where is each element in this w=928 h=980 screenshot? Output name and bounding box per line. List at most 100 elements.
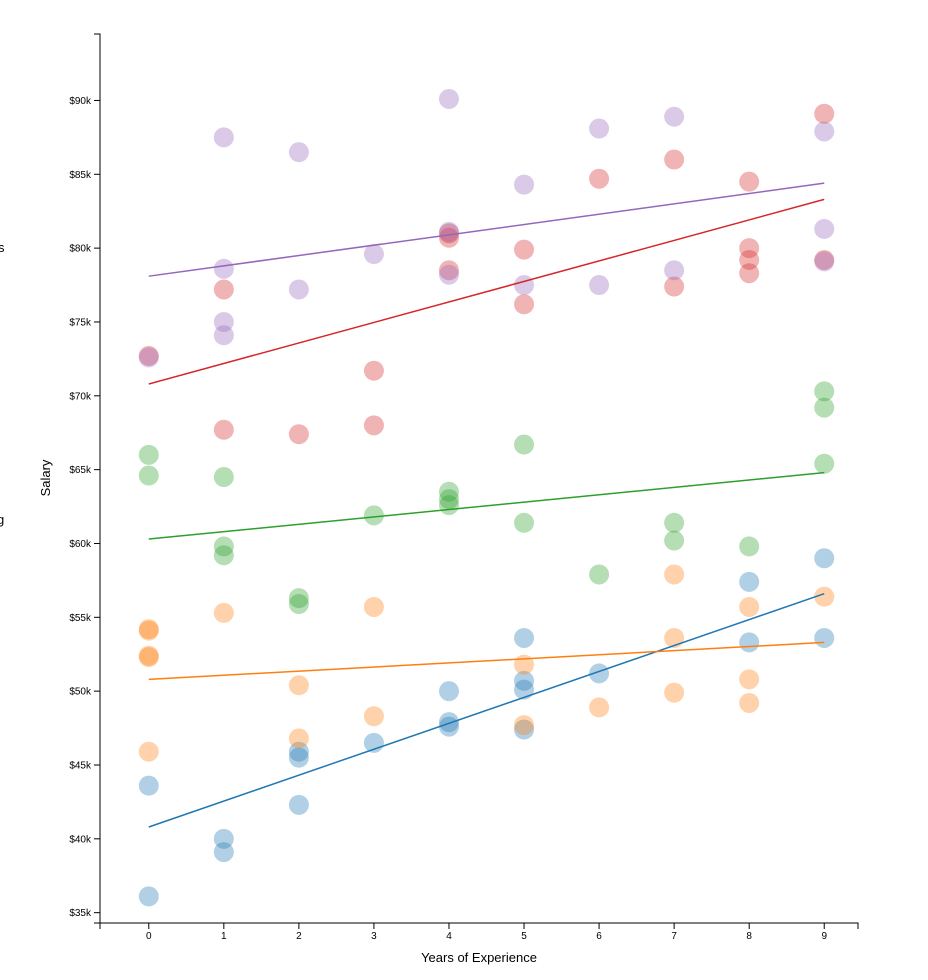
data-point (213, 419, 234, 440)
data-point (814, 548, 835, 569)
data-point (514, 670, 535, 691)
data-point (438, 495, 459, 516)
data-point (438, 712, 459, 733)
data-point (814, 103, 835, 124)
data-point (739, 692, 760, 713)
x-tick-label: 0 (146, 931, 152, 942)
data-point (438, 260, 459, 281)
legend-fragment-s: s (0, 240, 5, 255)
data-point (213, 467, 234, 488)
data-point (514, 654, 535, 675)
data-point (438, 481, 459, 502)
x-tick-label: 6 (596, 931, 602, 942)
y-tick-label: $55k (69, 613, 92, 624)
x-tick-label: 2 (296, 931, 302, 942)
y-tick-label: $45k (69, 760, 92, 771)
data-point (213, 536, 234, 557)
series-4-points (138, 88, 835, 368)
x-axis-line (99, 922, 859, 929)
clipped-legend: s g (0, 240, 5, 527)
y-tick-label: $65k (69, 465, 92, 476)
data-point (288, 794, 309, 815)
data-point (438, 88, 459, 109)
data-point (438, 227, 459, 248)
plot-area (138, 88, 835, 907)
data-point (814, 218, 835, 239)
x-tick-label: 3 (371, 931, 377, 942)
data-point (739, 632, 760, 653)
data-point (438, 716, 459, 737)
data-point (664, 530, 685, 551)
data-point (514, 627, 535, 648)
data-point (664, 106, 685, 127)
data-point (138, 347, 159, 368)
data-point (438, 264, 459, 285)
x-axis-title: Years of Experience (421, 950, 537, 965)
data-point (514, 715, 535, 736)
data-point (664, 512, 685, 533)
data-point (589, 118, 610, 139)
data-point (739, 596, 760, 617)
data-point (288, 741, 309, 762)
x-axis: 0 1 2 3 4 5 6 7 8 9 (99, 922, 859, 942)
data-point (664, 682, 685, 703)
data-point (514, 294, 535, 315)
x-tick-label: 8 (746, 931, 752, 942)
data-point (514, 679, 535, 700)
data-point (739, 536, 760, 557)
data-point (514, 275, 535, 296)
data-point (213, 311, 234, 332)
data-point (288, 675, 309, 696)
data-point (589, 168, 610, 189)
data-point (739, 171, 760, 192)
data-point (514, 512, 535, 533)
data-point (138, 775, 159, 796)
data-point (514, 719, 535, 740)
data-point (288, 142, 309, 163)
data-point (288, 424, 309, 445)
x-tick-label: 9 (821, 931, 827, 942)
data-point (814, 249, 835, 270)
data-point (438, 489, 459, 510)
data-point (814, 251, 835, 272)
data-point (363, 505, 384, 526)
data-point (438, 223, 459, 244)
data-point (814, 381, 835, 402)
series-0-points (138, 548, 835, 907)
data-point (138, 645, 159, 666)
data-point (138, 345, 159, 366)
trend-line-series-4 (148, 182, 825, 277)
data-point (138, 647, 159, 668)
data-point (664, 564, 685, 585)
data-point (589, 275, 610, 296)
data-point (213, 258, 234, 279)
y-axis-line (94, 33, 101, 924)
data-point (138, 619, 159, 640)
data-point (288, 279, 309, 300)
x-tick-label: 7 (671, 931, 677, 942)
data-point (438, 681, 459, 702)
data-point (213, 279, 234, 300)
data-point (814, 586, 835, 607)
data-point (363, 706, 384, 727)
data-point (213, 545, 234, 566)
y-tick-label: $80k (69, 244, 92, 255)
data-point (288, 594, 309, 615)
data-point (288, 588, 309, 609)
x-tick-label: 5 (521, 931, 527, 942)
data-point (664, 627, 685, 648)
data-point (213, 828, 234, 849)
data-point (589, 564, 610, 585)
data-point (213, 842, 234, 863)
y-tick-label: $50k (69, 687, 92, 698)
data-point (138, 465, 159, 486)
y-tick-label: $60k (69, 539, 92, 550)
data-point (363, 244, 384, 265)
data-point (213, 325, 234, 346)
y-tick-label: $85k (69, 170, 92, 181)
series-1-points (138, 564, 835, 762)
x-tick-label: 4 (446, 931, 452, 942)
data-point (589, 663, 610, 684)
data-point (213, 127, 234, 148)
